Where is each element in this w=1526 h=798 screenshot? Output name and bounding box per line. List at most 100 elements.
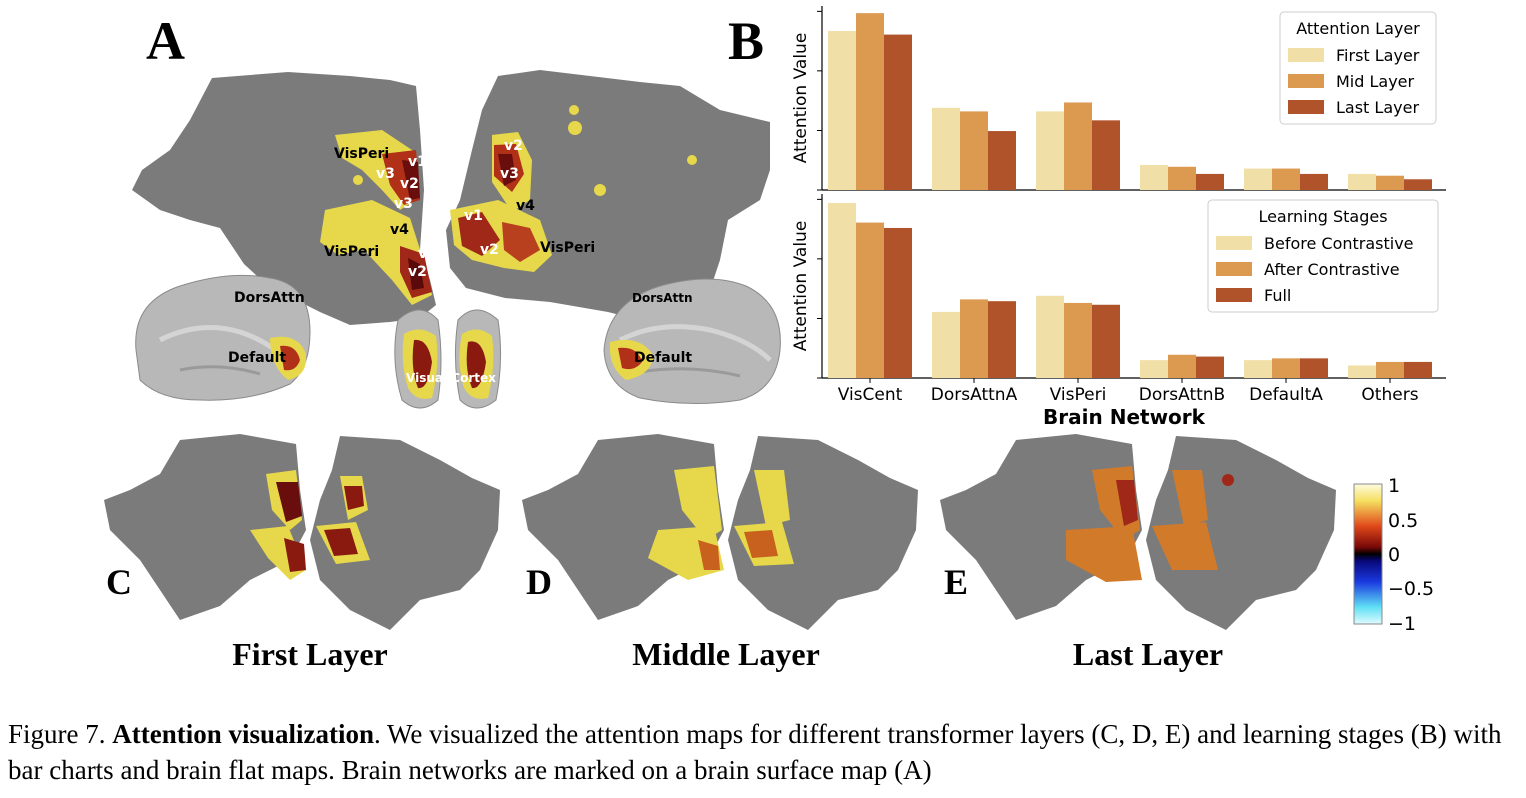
chart1-bar-visperi-first-layer [1036,111,1064,190]
chart2-bar-dorsattna-after-contrastive [960,299,988,378]
layer-title-middle: Middle Layer [632,636,820,672]
chart2-bar-dorsattna-before-contrastive [932,311,960,378]
label-visperi-left-bottom: VisPeri [324,244,379,260]
chart2-x-tick-label-visperi: VisPeri [1050,385,1107,405]
label-v1-right: v1 [464,208,483,224]
label-v3-left-a: v3 [376,166,395,182]
colorbar-tick-neg0.5: −0.5 [1388,578,1434,600]
colorbar-tick-1: 1 [1388,478,1400,497]
chart2-bar-defaulta-full [1300,358,1328,378]
chart1-bar-viscent-mid-layer [856,13,884,191]
chart1-bar-defaulta-last-layer [1300,173,1328,190]
chart2-bar-dorsattnb-after-contrastive [1168,354,1196,378]
chart2-x-label: Brain Network [1043,405,1206,429]
chart2-bar-dorsattna-full [988,301,1016,378]
chart1-bar-others-first-layer [1348,173,1376,190]
chart2-bar-others-before-contrastive [1348,365,1376,378]
label-visperi-left-top: VisPeri [334,146,389,162]
chart2-legend-label-0: Before Contrastive [1264,234,1414,253]
chart1-bar-dorsattna-mid-layer [960,111,988,190]
chart2-bar-others-full [1404,361,1432,378]
chart1-bar-others-last-layer [1404,179,1432,190]
chart1-bar-visperi-mid-layer [1064,102,1092,190]
chart2-legend-swatch-0 [1216,236,1252,250]
chart1-bar-dorsattnb-mid-layer [1168,166,1196,190]
label-v1-left-top: v1 [408,154,427,170]
chart1-legend-label-2: Last Layer [1336,98,1419,117]
chart2-bar-viscent-full [884,227,912,378]
chart2-bar-defaulta-after-contrastive [1272,358,1300,378]
label-v4-left: v4 [390,222,409,238]
layer-title-first: First Layer [232,636,388,672]
label-v2-left-b: v2 [408,264,427,280]
colorbar-tick-0: 0 [1388,544,1400,566]
panel-d-flatmap [522,434,918,630]
chart2-bar-dorsattnb-full [1196,356,1224,378]
chart2-x-tick-label-dorsattna: DorsAttnA [931,385,1018,405]
chart2-bar-visperi-full [1092,304,1120,378]
chart2-bar-visperi-after-contrastive [1064,302,1092,378]
chart1-bar-dorsattnb-last-layer [1196,173,1224,190]
label-v4-right: v4 [516,198,535,214]
chart1-bar-dorsattna-first-layer [932,107,960,190]
chart1-bar-viscent-last-layer [884,34,912,191]
label-v3-left-b: v3 [394,196,413,212]
label-dorsattn-right: DorsAttn [632,291,693,305]
chart1-legend-label-1: Mid Layer [1336,72,1415,91]
figure-caption: Figure 7. Attention visualization. We vi… [8,716,1523,788]
left-lateral-brain-surface [135,274,311,401]
chart2-legend-label-2: Full [1264,286,1291,305]
chart1-bar-dorsattnb-first-layer [1140,164,1168,190]
chart2-legend-swatch-2 [1216,288,1252,302]
chart2-x-tick-label-viscent: VisCent [838,385,903,405]
panel-letter-a: A [146,11,185,71]
label-visual-cortex: Visual Cortex [406,371,496,385]
chart2-y-label: Attention Value [791,221,811,352]
chart2-x-tick-label-others: Others [1361,385,1418,405]
chart2-bar-visperi-before-contrastive [1036,295,1064,378]
panel-b-bar-charts: Attention Value Attention Layer First Laye… [791,6,1446,429]
label-v2-left-a: v2 [400,176,419,192]
right-lateral-brain-surface [603,278,781,405]
label-v3-right: v3 [500,166,519,182]
chart2-x-tick-label-defaulta: DefaultA [1249,385,1323,405]
chart1-legend-box [1279,11,1437,125]
caption-rest: . We visualized the attention maps for d… [8,719,1502,785]
chart2-bar-dorsattnb-before-contrastive [1140,360,1168,378]
chart2-legend-label-1: After Contrastive [1264,260,1400,279]
colorbar-tick-neg1: −1 [1388,613,1416,635]
panel-a-brain-map: VisPeri v1 v3 v2 v3 v4 VisPeri v1 v2 v2 … [132,70,781,409]
chart1-legend-label-0: First Layer [1336,46,1420,65]
chart1-bar-dorsattna-last-layer [988,131,1016,190]
chart2-bar-viscent-after-contrastive [856,222,884,378]
label-default-left: Default [228,350,286,366]
colorbar-tick-0.5: 0.5 [1388,510,1418,532]
caption-bold: Attention visualization [112,719,375,749]
chart1-bar-viscent-first-layer [828,31,856,191]
panel-c-flatmap [104,434,500,630]
chart1-bar-defaulta-first-layer [1244,168,1272,190]
chart2-legend-box [1207,199,1439,313]
label-dorsattn-left: DorsAttn [234,290,305,306]
layer-title-last: Last Layer [1072,636,1224,672]
label-visperi-right: VisPeri [540,240,595,256]
chart2-bar-defaulta-before-contrastive [1244,360,1272,378]
caption-prefix: Figure 7. [8,719,113,749]
chart2-bar-viscent-before-contrastive [828,202,856,378]
panel-e-flatmap [940,434,1336,630]
panel-letter-d: D [526,562,552,602]
chart2-bar-others-after-contrastive [1376,361,1404,378]
label-v2-right-top: v2 [504,138,523,154]
chart1-legend-swatch-1 [1288,74,1324,88]
panel-letter-e: E [944,562,969,602]
label-default-right: Default [634,350,692,366]
chart1-legend-swatch-2 [1288,100,1324,114]
chart2-legend-swatch-1 [1216,262,1252,276]
chart1-legend-title: Attention Layer [1296,19,1420,38]
label-v1-left-b: v1 [418,246,437,262]
label-v2-right-b: v2 [480,242,499,258]
chart1-y-label: Attention Value [791,33,811,164]
chart1-bar-visperi-last-layer [1092,120,1120,190]
chart2-legend-title: Learning Stages [1258,207,1387,226]
panel-letter-c: C [106,562,132,602]
